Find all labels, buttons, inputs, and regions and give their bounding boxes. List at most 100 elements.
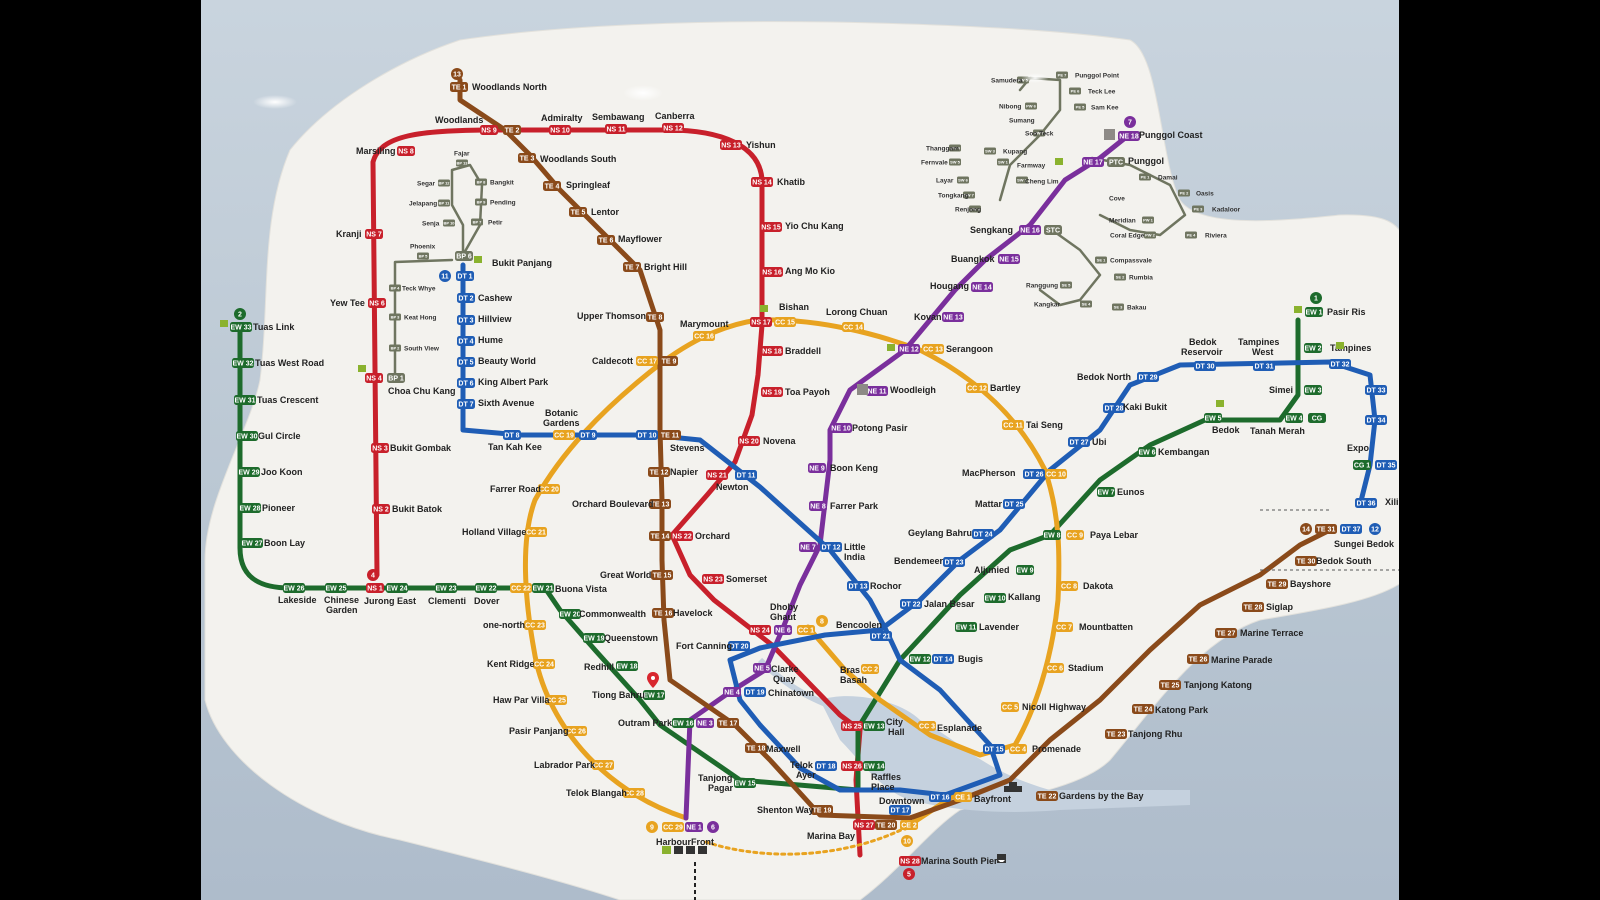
svg-text:PE 3: PE 3 xyxy=(1194,207,1203,212)
line-number-marker: 1 xyxy=(1310,292,1322,304)
station-code-badge: DT 11 xyxy=(735,470,757,480)
lrt-station-label: South View xyxy=(404,346,440,353)
station-code-badge: EW 21 xyxy=(532,583,554,593)
svg-text:TE 28: TE 28 xyxy=(1244,605,1263,612)
svg-text:NE 18: NE 18 xyxy=(1119,134,1139,141)
svg-text:EW 3: EW 3 xyxy=(1304,388,1321,395)
svg-text:PTC: PTC xyxy=(1109,160,1123,167)
svg-text:PW 2: PW 2 xyxy=(1145,233,1156,238)
station-label: Pasir Panjang xyxy=(509,726,569,736)
station-label: Downtown xyxy=(879,796,925,806)
station-code-badge: NE 10 xyxy=(830,423,852,433)
svg-text:TE 20: TE 20 xyxy=(877,823,896,830)
svg-text:DT 23: DT 23 xyxy=(944,560,963,567)
svg-text:EW 9: EW 9 xyxy=(1016,568,1033,575)
station-code-badge: NS 4 xyxy=(365,373,383,383)
lrt-station-label: Cheng Lim xyxy=(1025,179,1059,186)
station-code-badge: EW 19 xyxy=(583,633,605,643)
svg-text:TE 13: TE 13 xyxy=(651,502,670,509)
station-label: Labrador Park xyxy=(534,760,596,770)
lrt-station-code-badge: SW 7 xyxy=(963,191,975,199)
svg-text:PE 1: PE 1 xyxy=(1141,175,1150,180)
svg-text:CC 21: CC 21 xyxy=(526,530,546,537)
svg-text:BP 8: BP 8 xyxy=(477,180,487,185)
station-label: Boon Keng xyxy=(830,463,878,473)
station-label: Buona Vista xyxy=(555,584,608,594)
station-label: Clarke xyxy=(771,664,799,674)
station-label: Tanjong xyxy=(698,773,732,783)
svg-text:4: 4 xyxy=(371,573,375,580)
lrt-station-code-badge: BP 4 xyxy=(389,284,401,292)
svg-text:BP 9: BP 9 xyxy=(477,200,487,205)
station-label: Yishun xyxy=(746,140,776,150)
svg-text:8: 8 xyxy=(820,619,824,626)
station-code-badge: EW 33 xyxy=(230,322,252,332)
svg-text:NS 19: NS 19 xyxy=(762,390,782,397)
svg-text:EW 6: EW 6 xyxy=(1138,450,1155,457)
station-code-badge: TE 30 xyxy=(1295,556,1317,566)
station-code-badge: DT 30 xyxy=(1194,361,1216,371)
svg-text:EW 24: EW 24 xyxy=(386,586,407,593)
svg-text:SE 3: SE 3 xyxy=(1114,305,1123,310)
station-label: Bishan xyxy=(779,302,809,312)
station-label: Serangoon xyxy=(946,344,993,354)
station-code-badge: DT 24 xyxy=(972,529,994,539)
svg-text:DT 25: DT 25 xyxy=(1004,502,1023,509)
station-label: Tuas Link xyxy=(253,322,295,332)
station-code-badge: NS 23 xyxy=(702,574,724,584)
station-code-badge: TE 3 xyxy=(518,153,536,163)
station-code-badge: CC 2 xyxy=(861,664,879,674)
svg-text:SW 7: SW 7 xyxy=(964,193,975,198)
line-cce-path xyxy=(704,826,907,856)
svg-text:CC 17: CC 17 xyxy=(637,359,657,366)
station-label: Ghaut xyxy=(770,612,796,622)
station-code-badge: EW 8 xyxy=(1043,530,1061,540)
station-code-badge: NE 16 xyxy=(1019,225,1041,235)
svg-text:PW 7: PW 7 xyxy=(1034,131,1045,136)
lrt-station-label: Layar xyxy=(936,178,954,185)
station-code-badge: CC 14 xyxy=(842,322,864,332)
station-code-badge: CC 3 xyxy=(918,721,936,731)
station-code-badge: CC 10 xyxy=(1045,469,1067,479)
station-label: Sixth Avenue xyxy=(478,398,534,408)
station-label: Queenstown xyxy=(604,633,658,643)
lrt-station-label: Teck Whye xyxy=(402,286,436,293)
svg-text:NE 11: NE 11 xyxy=(867,389,886,396)
station-label: Kent Ridge xyxy=(487,659,535,669)
station-code-badge: TE 1 xyxy=(450,82,468,92)
svg-text:NE 8: NE 8 xyxy=(810,504,826,511)
svg-text:DT 10: DT 10 xyxy=(637,433,656,440)
svg-text:EW 23: EW 23 xyxy=(435,586,456,593)
svg-text:TE 11: TE 11 xyxy=(661,433,679,440)
svg-text:BP 2: BP 2 xyxy=(391,346,401,351)
station-label: Bedok xyxy=(1189,337,1218,347)
station-label: Sungei Bedok xyxy=(1334,539,1395,549)
station-code-badge: DT 27 xyxy=(1068,437,1090,447)
station-code-badge: EW 31 xyxy=(234,395,256,405)
station-label: Place xyxy=(871,782,895,792)
station-code-badge: EW 7 xyxy=(1097,487,1115,497)
station-code-badge: CC 7 xyxy=(1055,622,1073,632)
svg-text:NS 26: NS 26 xyxy=(842,764,862,771)
svg-text:12: 12 xyxy=(1371,527,1379,534)
station-code-badge: TE 28 xyxy=(1242,602,1264,612)
station-code-badge: DT 16 xyxy=(929,792,951,802)
svg-text:BP 5: BP 5 xyxy=(419,254,429,259)
svg-text:NS 13: NS 13 xyxy=(721,143,741,150)
station-code-badge: NS 9 xyxy=(480,125,498,135)
svg-text:NE 9: NE 9 xyxy=(809,466,825,473)
svg-text:CC 8: CC 8 xyxy=(1061,584,1077,591)
station-label: Punggol Coast xyxy=(1139,130,1203,140)
station-code-badge: DT 29 xyxy=(1137,372,1159,382)
station-label: Marine Terrace xyxy=(1240,628,1303,638)
lrt-station-code-badge: PW 2 xyxy=(1144,231,1156,239)
svg-text:2: 2 xyxy=(238,312,242,319)
station-label: Stevens xyxy=(670,443,705,453)
station-label: Tuas Crescent xyxy=(257,395,318,405)
svg-text:TE 2: TE 2 xyxy=(505,128,520,135)
lrt-station-label: Samudera xyxy=(991,78,1023,85)
station-code-badge: NS 26 xyxy=(841,761,863,771)
lrt-station-label: Sam Kee xyxy=(1091,105,1119,112)
svg-text:DT 15: DT 15 xyxy=(984,747,1003,754)
